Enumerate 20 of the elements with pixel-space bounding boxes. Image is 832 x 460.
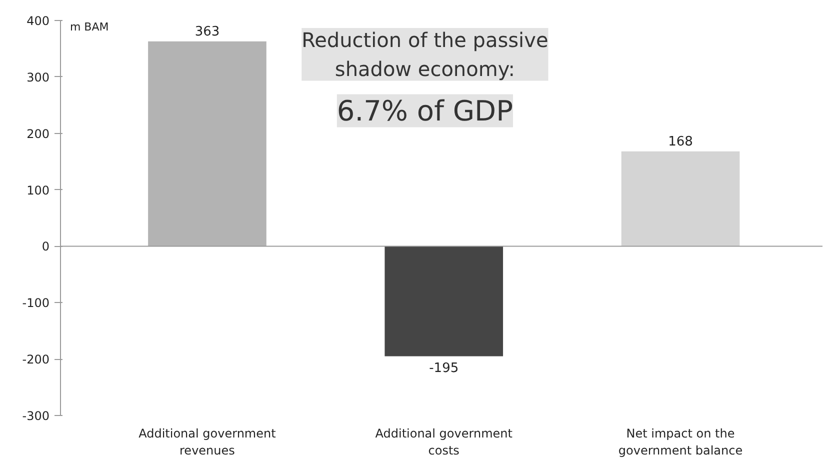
y-tick-label: 100 [26,183,50,198]
x-tick-label: Additional government costs [375,426,513,458]
x-tick-label: Net impact on the government balance [618,426,743,458]
x-tick-label: Additional government revenues [138,426,276,458]
annotation: Reduction of the passive shadow economy: [302,28,548,81]
y-tick-label: -300 [22,409,50,423]
bar [621,151,740,246]
y-tick-label: 0 [42,240,50,254]
bar [148,41,266,246]
y-tick-label: -200 [22,352,50,367]
y-tick-label: 200 [26,126,50,141]
bar [384,246,504,356]
y-tick-label: 400 [26,14,50,28]
data-label: -195 [429,361,459,376]
data-label: 168 [668,134,693,150]
y-tick-label: -100 [22,296,50,310]
y-tick-label: 300 [26,70,50,84]
data-label: 363 [194,24,220,40]
annotation: 6.7% of GDP [336,94,513,128]
y-axis-title: m BAM [70,20,109,34]
